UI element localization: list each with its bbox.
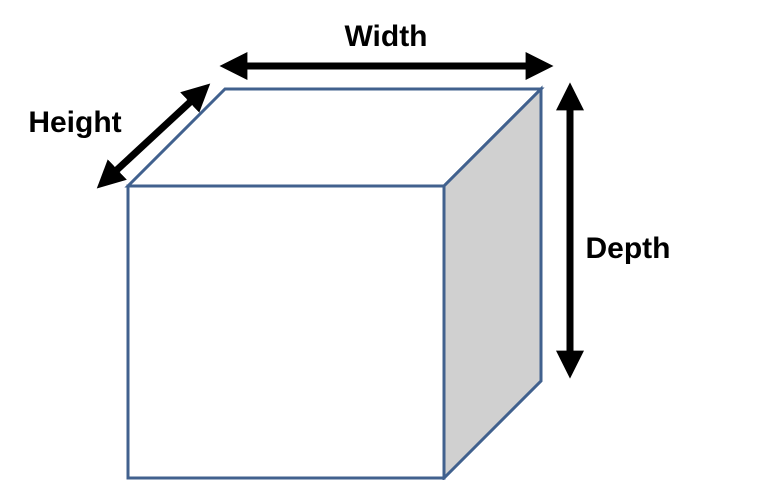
height-label: Height bbox=[28, 106, 121, 139]
height-arrow bbox=[96, 83, 211, 189]
depth-label: Depth bbox=[586, 232, 671, 265]
width-label: Width bbox=[344, 20, 427, 53]
cube-front-face bbox=[126, 184, 446, 480]
